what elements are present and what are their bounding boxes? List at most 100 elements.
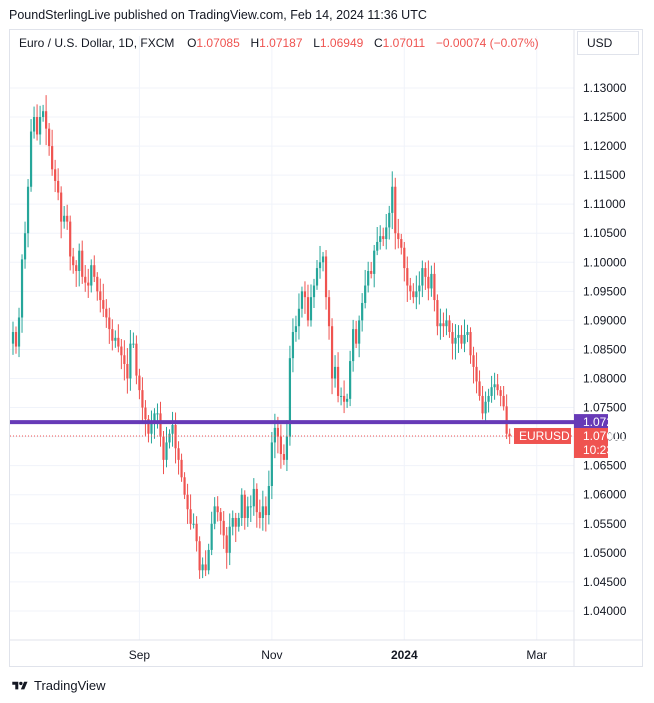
- candle-body[interactable]: [45, 111, 48, 129]
- candle-body[interactable]: [484, 401, 487, 414]
- candle-body[interactable]: [466, 332, 469, 335]
- candle-body[interactable]: [448, 320, 451, 333]
- candle-body[interactable]: [17, 317, 21, 347]
- candle-body[interactable]: [20, 259, 24, 318]
- candle-body[interactable]: [333, 366, 337, 379]
- symbol-title[interactable]: Euro / U.S. Dollar, 1D, FXCM: [19, 36, 175, 50]
- candle-body[interactable]: [276, 427, 279, 437]
- candle-body[interactable]: [29, 131, 33, 187]
- candle-body[interactable]: [451, 332, 454, 344]
- candle-body[interactable]: [303, 291, 307, 298]
- candle-body[interactable]: [330, 326, 334, 379]
- candle-body[interactable]: [282, 454, 285, 460]
- candle-body[interactable]: [343, 395, 346, 402]
- candle-body[interactable]: [111, 329, 114, 341]
- candle-body[interactable]: [346, 398, 349, 402]
- candle-body[interactable]: [388, 212, 391, 228]
- candle-body[interactable]: [156, 413, 159, 415]
- candle-body[interactable]: [439, 323, 442, 327]
- candle-body[interactable]: [306, 297, 310, 321]
- candle-body[interactable]: [442, 323, 445, 327]
- candle-body[interactable]: [26, 186, 30, 234]
- candle-body[interactable]: [376, 241, 379, 251]
- candle-body[interactable]: [433, 273, 436, 301]
- candle-body[interactable]: [54, 169, 57, 181]
- candle-body[interactable]: [249, 506, 252, 508]
- candle-body[interactable]: [252, 488, 255, 507]
- candle-body[interactable]: [186, 494, 189, 510]
- candle-body[interactable]: [165, 442, 168, 460]
- candle-body[interactable]: [144, 407, 147, 420]
- footer-brand[interactable]: TradingView: [10, 678, 106, 693]
- candle-body[interactable]: [105, 308, 108, 318]
- candle-body[interactable]: [315, 268, 319, 286]
- candle-body[interactable]: [508, 433, 511, 437]
- candle-body[interactable]: [493, 384, 496, 388]
- candle-body[interactable]: [204, 564, 207, 571]
- candle-body[interactable]: [415, 291, 418, 298]
- candle-body[interactable]: [457, 334, 460, 338]
- candle-body[interactable]: [150, 422, 153, 434]
- candle-body[interactable]: [382, 236, 385, 240]
- candle-body[interactable]: [135, 343, 138, 376]
- candle-body[interactable]: [255, 488, 258, 513]
- candle-body[interactable]: [213, 506, 216, 524]
- candle-body[interactable]: [318, 262, 322, 269]
- candle-body[interactable]: [48, 128, 51, 147]
- candle-body[interactable]: [147, 419, 150, 434]
- candle-body[interactable]: [379, 236, 382, 242]
- candle-body[interactable]: [264, 506, 267, 516]
- candle-body[interactable]: [279, 436, 282, 455]
- candle-body[interactable]: [336, 366, 340, 396]
- candle-body[interactable]: [132, 343, 135, 345]
- candle-body[interactable]: [427, 276, 430, 289]
- candle-body[interactable]: [361, 302, 364, 321]
- candle-body[interactable]: [490, 387, 493, 396]
- candle-body[interactable]: [496, 384, 499, 391]
- candle-body[interactable]: [117, 337, 120, 347]
- candle-body[interactable]: [297, 308, 301, 327]
- candle-body[interactable]: [321, 256, 325, 263]
- candle-body[interactable]: [394, 186, 397, 234]
- candle-body[interactable]: [240, 494, 243, 518]
- candle-body[interactable]: [406, 268, 409, 286]
- candle-body[interactable]: [72, 256, 75, 266]
- candle-body[interactable]: [370, 271, 373, 274]
- candle-body[interactable]: [162, 436, 165, 460]
- candle-body[interactable]: [75, 265, 78, 272]
- candle-body[interactable]: [312, 285, 316, 298]
- currency-button[interactable]: USD: [577, 31, 639, 55]
- candle-body[interactable]: [285, 436, 289, 460]
- candle-body[interactable]: [355, 329, 358, 344]
- candle-body[interactable]: [42, 111, 45, 118]
- candle-body[interactable]: [243, 494, 246, 518]
- candle-body[interactable]: [397, 233, 400, 240]
- candle-body[interactable]: [364, 285, 367, 303]
- candle-body[interactable]: [207, 549, 210, 571]
- candle-body[interactable]: [421, 268, 424, 286]
- candle-body[interactable]: [273, 427, 276, 443]
- candle-body[interactable]: [288, 358, 292, 437]
- candle-body[interactable]: [69, 221, 72, 257]
- candle-body[interactable]: [66, 215, 69, 222]
- candle-body[interactable]: [270, 442, 273, 487]
- candle-body[interactable]: [123, 355, 126, 364]
- candle-body[interactable]: [189, 509, 192, 524]
- candle-body[interactable]: [102, 300, 105, 309]
- candle-body[interactable]: [487, 395, 490, 402]
- candle-body[interactable]: [463, 334, 466, 344]
- candle-body[interactable]: [60, 192, 63, 222]
- candle-body[interactable]: [409, 285, 412, 292]
- candle-body[interactable]: [231, 517, 234, 527]
- candle-body[interactable]: [23, 233, 27, 260]
- candle-body[interactable]: [210, 523, 213, 550]
- candle-body[interactable]: [237, 517, 240, 527]
- candle-body[interactable]: [35, 117, 39, 135]
- candle-body[interactable]: [93, 265, 96, 277]
- candle-body[interactable]: [198, 541, 201, 571]
- candle-body[interactable]: [300, 291, 304, 309]
- candle-body[interactable]: [339, 395, 343, 397]
- candle-body[interactable]: [120, 346, 123, 356]
- candle-body[interactable]: [436, 300, 439, 327]
